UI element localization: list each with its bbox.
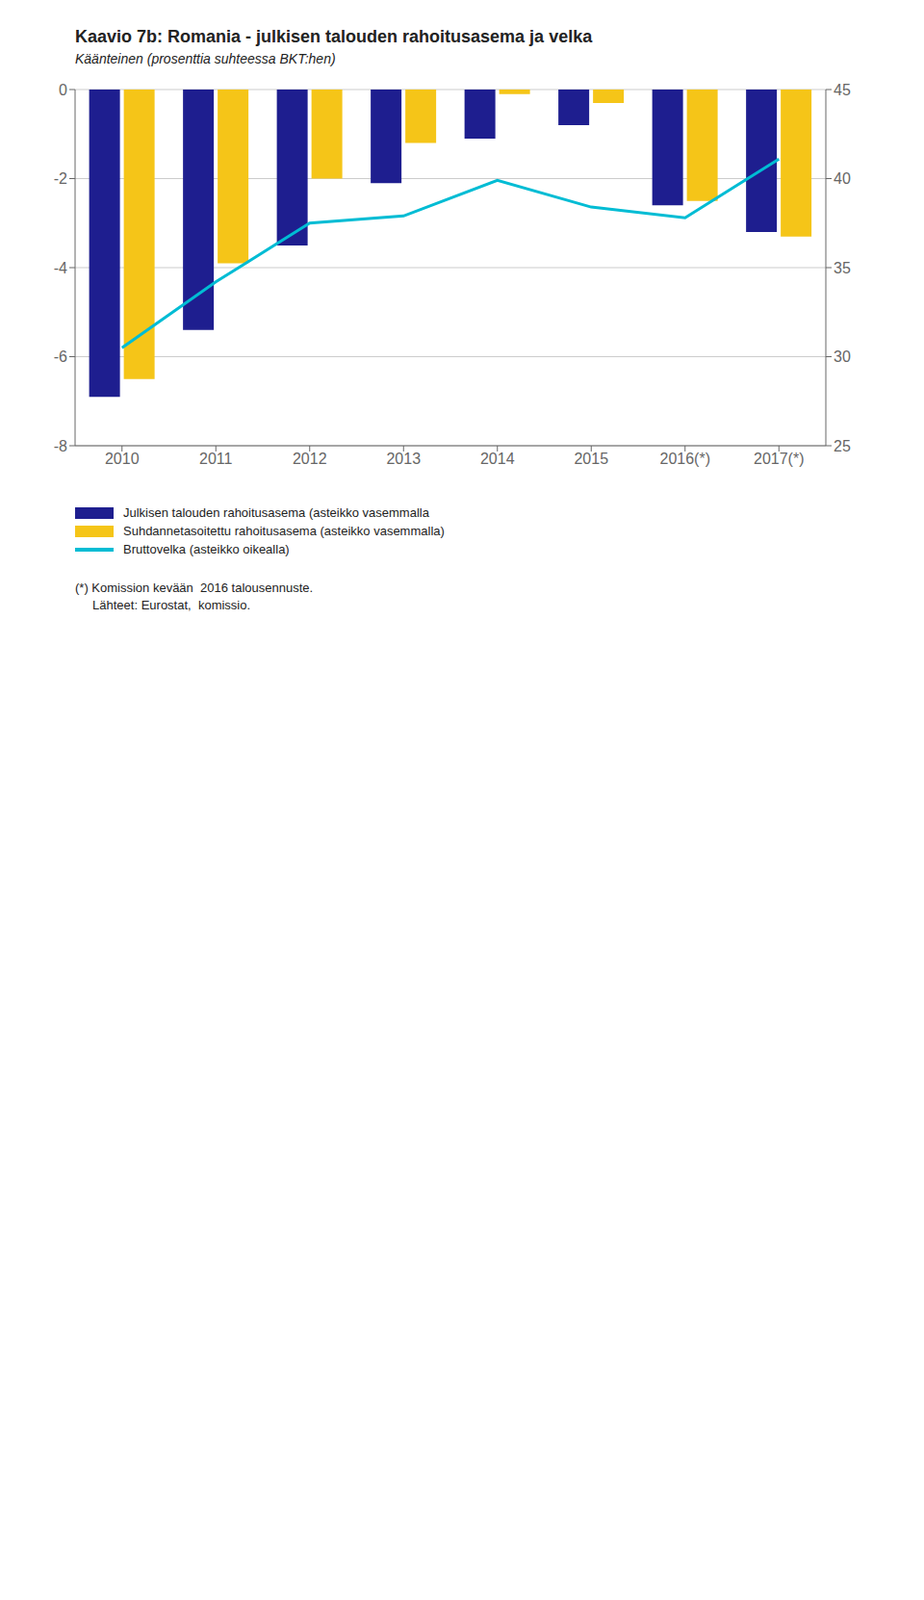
html-text:Suhdannetasoitettu rahoitusase: Suhdannetasoitettu rahoitusasema (asteik… — [123, 523, 445, 539]
svg-text:2014: 2014 — [480, 450, 515, 467]
html-text:Julkisen talouden rahoitusasem: Julkisen talouden rahoitusasema (asteikk… — [123, 505, 430, 520]
svg-text:45: 45 — [833, 81, 851, 99]
svg-text:-2: -2 — [53, 170, 68, 187]
svg-text:-6: -6 — [53, 348, 68, 365]
svg-text:30: 30 — [833, 348, 851, 365]
svg-text:25: 25 — [833, 437, 851, 455]
html-text:Bruttovelka (asteikko oikealla: Bruttovelka (asteikko oikealla) — [123, 541, 290, 557]
html-text:Käänteinen (prosenttia suhtees: Käänteinen (prosenttia suhteessa BKT:hen… — [75, 51, 336, 67]
svg-text:2017(*): 2017(*) — [753, 450, 804, 467]
svg-text:0: 0 — [58, 81, 68, 99]
svg-text:2016(*): 2016(*) — [660, 450, 711, 467]
html-text:Kaavio 7b: Romania - julkisen: Kaavio 7b: Romania - julkisen talouden r… — [75, 26, 593, 47]
svg-text:-4: -4 — [53, 259, 68, 277]
svg-text:2012: 2012 — [292, 450, 328, 467]
svg-text:35: 35 — [833, 259, 851, 277]
svg-text:2011: 2011 — [199, 450, 233, 467]
html-text:Lähteet: Eurostat, komissio.: Lähteet: Eurostat, komissio. — [75, 597, 251, 613]
svg-text:40: 40 — [833, 170, 851, 187]
svg-text:2010: 2010 — [104, 450, 140, 467]
svg-text:-8: -8 — [53, 437, 68, 455]
svg-text:2013: 2013 — [385, 450, 421, 467]
svg-text:2015: 2015 — [573, 450, 609, 467]
html-text:(*) Komission kevään 2016 talo: (*) Komission kevään 2016 talousennuste. — [75, 580, 314, 595]
